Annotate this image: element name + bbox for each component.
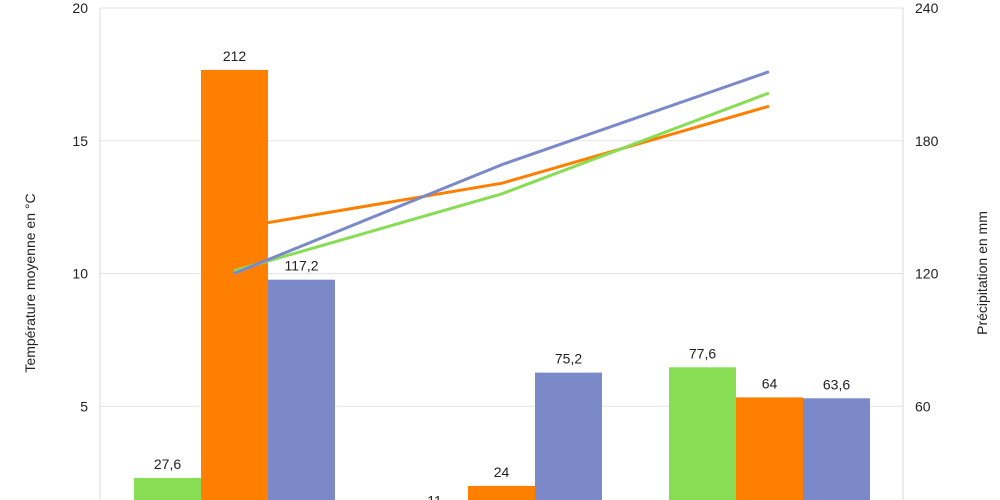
bar-data-label: 117,2 <box>285 258 319 274</box>
series-line <box>233 104 770 230</box>
series-line <box>233 91 770 273</box>
bar <box>134 477 201 500</box>
bar-data-label: 212 <box>223 48 247 64</box>
y-tick-label: 10 <box>72 266 88 282</box>
bar <box>803 398 870 500</box>
bar <box>201 69 268 500</box>
y-tick-label: 15 <box>72 133 88 149</box>
bar-data-label: 64 <box>762 375 778 391</box>
bar <box>268 279 335 500</box>
bar-data-label: 11 <box>427 493 442 500</box>
bar-data-label: 63,6 <box>823 376 850 392</box>
bar <box>736 397 803 500</box>
y2-axis-label: Précipitation en mm <box>974 211 990 335</box>
y2-tick-label: 240 <box>915 0 939 16</box>
bar <box>669 367 736 500</box>
y-tick-label: 5 <box>80 398 88 414</box>
bar-data-label: 27,6 <box>154 456 181 472</box>
y2-tick-label: 120 <box>915 266 939 282</box>
tick-labels: 5 10 15 20 60 120 180 240 <box>72 0 938 414</box>
data-labels: 27,6 11 77,6 212 24 64 117,2 75,2 63,6 <box>154 48 850 500</box>
y-axis-label: Température moyenne en °C <box>22 193 38 372</box>
bar-data-label: 77,6 <box>689 345 716 361</box>
bar <box>468 485 535 500</box>
bar-data-label: 75,2 <box>555 351 582 367</box>
bar-data-label: 24 <box>494 464 510 480</box>
series-line <box>233 70 770 275</box>
y2-tick-label: 60 <box>915 398 931 414</box>
bar <box>535 372 602 500</box>
y-tick-label: 20 <box>72 0 88 16</box>
y2-tick-label: 180 <box>915 133 939 149</box>
bars <box>134 69 870 500</box>
series-lines <box>233 70 770 275</box>
